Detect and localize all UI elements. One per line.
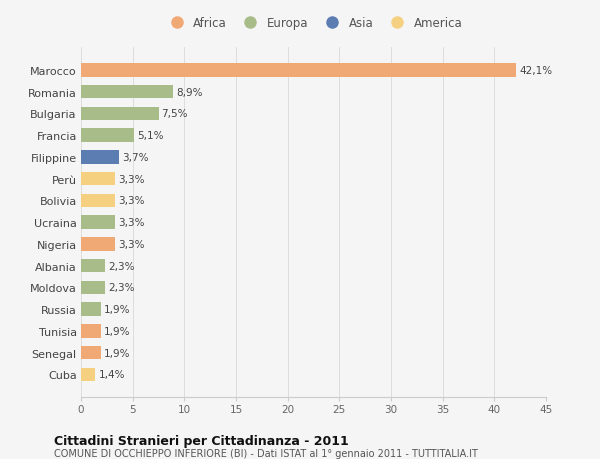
Text: 8,9%: 8,9% xyxy=(176,88,203,97)
Text: 3,3%: 3,3% xyxy=(118,174,145,184)
Bar xyxy=(81,173,115,186)
Bar xyxy=(81,238,115,251)
Bar xyxy=(81,302,101,316)
Text: 3,7%: 3,7% xyxy=(122,152,149,162)
Text: 5,1%: 5,1% xyxy=(137,131,163,141)
Bar xyxy=(81,64,516,78)
Bar xyxy=(81,194,115,207)
Bar xyxy=(81,216,115,230)
Text: 3,3%: 3,3% xyxy=(118,218,145,228)
Text: 42,1%: 42,1% xyxy=(519,66,552,76)
Bar xyxy=(81,368,95,381)
Bar xyxy=(81,346,101,359)
Bar xyxy=(81,325,101,338)
Text: 7,5%: 7,5% xyxy=(161,109,188,119)
Text: 1,9%: 1,9% xyxy=(104,304,130,314)
Text: Cittadini Stranieri per Cittadinanza - 2011: Cittadini Stranieri per Cittadinanza - 2… xyxy=(54,434,349,447)
Bar xyxy=(81,107,158,121)
Text: 2,3%: 2,3% xyxy=(108,261,134,271)
Bar xyxy=(81,129,134,143)
Bar xyxy=(81,281,105,294)
Text: 2,3%: 2,3% xyxy=(108,283,134,293)
Text: 3,3%: 3,3% xyxy=(118,196,145,206)
Legend: Africa, Europa, Asia, America: Africa, Europa, Asia, America xyxy=(160,12,467,34)
Bar xyxy=(81,86,173,99)
Text: 1,4%: 1,4% xyxy=(98,369,125,380)
Text: COMUNE DI OCCHIEPPO INFERIORE (BI) - Dati ISTAT al 1° gennaio 2011 - TUTTITALIA.: COMUNE DI OCCHIEPPO INFERIORE (BI) - Dat… xyxy=(54,448,478,458)
Text: 3,3%: 3,3% xyxy=(118,239,145,249)
Bar xyxy=(81,151,119,164)
Text: 1,9%: 1,9% xyxy=(104,348,130,358)
Bar xyxy=(81,259,105,273)
Text: 1,9%: 1,9% xyxy=(104,326,130,336)
